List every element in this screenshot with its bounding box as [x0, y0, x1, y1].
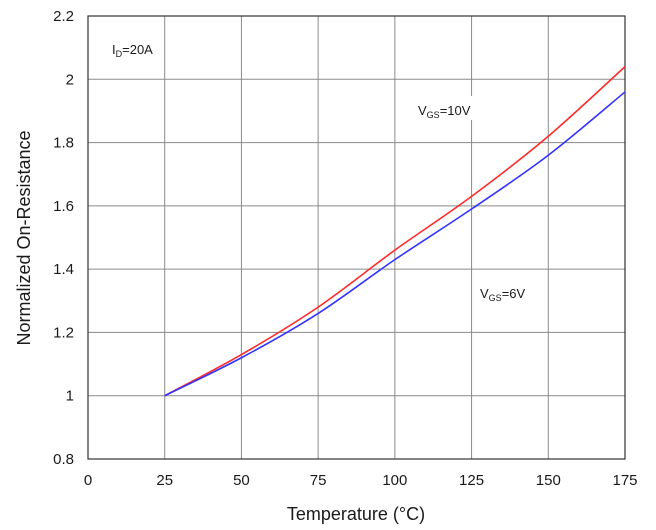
y-tick-label: 2	[66, 71, 74, 88]
vgs-6v-annotation: VGS=6V	[480, 286, 526, 303]
x-tick-label: 150	[536, 472, 561, 489]
y-tick-label: 0.8	[53, 451, 74, 468]
vgs-10v-annotation: VGS=10V	[418, 103, 471, 120]
y-tick-label: 2.2	[53, 8, 74, 25]
y-tick-label: 1.8	[53, 135, 74, 152]
x-tick-label: 75	[310, 472, 327, 489]
x-tick-label: 175	[612, 472, 637, 489]
vgs10-label-bg	[416, 96, 498, 120]
vgs-10v-line	[164, 66, 626, 397]
y-tick-label: 1.6	[53, 198, 74, 215]
drain-current-annotation: ID=20A	[112, 42, 153, 59]
grid	[88, 16, 625, 459]
x-tick-label: 50	[233, 472, 250, 489]
x-tick-label: 100	[382, 472, 407, 489]
y-axis-title: Normalized On-Resistance	[14, 130, 34, 345]
vgs-6v-line	[164, 91, 626, 397]
x-tick-label: 25	[156, 472, 173, 489]
series-group	[164, 66, 626, 397]
x-tick-labels: 0 25 50 75 100 125 150 175	[84, 472, 638, 489]
x-axis-title: Temperature (°C)	[287, 504, 425, 524]
y-tick-label: 1.2	[53, 324, 74, 341]
y-tick-labels: 0.8 1 1.2 1.4 1.6 1.8 2 2.2	[53, 8, 74, 468]
y-tick-label: 1.4	[53, 261, 74, 278]
y-tick-label: 1	[66, 388, 74, 405]
plot-frame	[87, 15, 626, 460]
vgs6-label-bg	[476, 280, 546, 304]
x-tick-label: 0	[84, 472, 92, 489]
x-tick-label: 125	[459, 472, 484, 489]
